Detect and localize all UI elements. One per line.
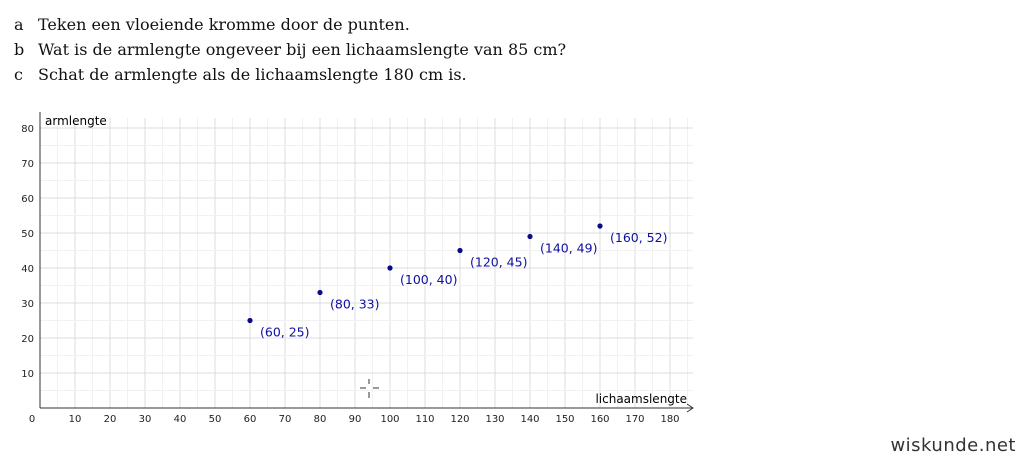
x-tick-label: 70 <box>279 414 292 425</box>
y-tick-label: 80 <box>21 124 34 135</box>
question-c: c Schat de armlengte als de lichaamslengt… <box>14 64 566 89</box>
data-point <box>317 289 323 296</box>
data-point <box>457 247 463 254</box>
x-tick-label: 40 <box>174 414 187 425</box>
y-tick-label: 50 <box>21 229 34 240</box>
question-b: b Wat is de armlengte ongeveer bij een li… <box>14 39 566 64</box>
data-point-label: (160, 52) <box>610 230 667 245</box>
x-tick-label: 160 <box>590 414 609 425</box>
y-tick-label: 70 <box>21 159 34 170</box>
x-tick-label: 20 <box>104 414 117 425</box>
y-tick-label: 30 <box>21 299 34 310</box>
tick-labels: 0 10 20 30 40 50 60 70 80 90 100 110 120 130 140 150 160… <box>21 124 679 425</box>
y-tick-label: 20 <box>21 334 34 345</box>
data-point <box>387 265 393 271</box>
data-point-label: (140, 49) <box>540 241 597 256</box>
x-tick-label: 0 <box>29 414 35 425</box>
data-point <box>527 233 533 240</box>
question-list: a Teken een vloeiende kromme door de punt… <box>14 14 566 89</box>
x-tick-label: 90 <box>349 414 362 425</box>
y-tick-label: 60 <box>21 194 34 205</box>
data-point-label: (100, 40) <box>400 272 457 287</box>
data-point-label: (60, 25) <box>260 325 310 340</box>
data-points: (60, 25) (80, 33) (100, 40) (120, 45) (140, … <box>247 223 667 340</box>
x-tick-label: 110 <box>415 414 434 425</box>
axes <box>39 112 694 413</box>
y-axis-title: armlengte <box>45 114 107 128</box>
x-tick-label: 150 <box>555 414 574 425</box>
x-axis-title: lichaamslengte <box>595 392 687 406</box>
question-letter: b <box>14 40 25 59</box>
x-tick-label: 10 <box>69 414 82 425</box>
grid <box>40 118 693 408</box>
x-tick-label: 140 <box>520 414 539 425</box>
x-tick-label: 170 <box>625 414 644 425</box>
question-text: Teken een vloeiende kromme door de punte… <box>38 15 410 34</box>
question-a: a Teken een vloeiende kromme door de punt… <box>14 14 566 39</box>
question-letter: a <box>14 15 24 34</box>
x-tick-label: 120 <box>450 414 469 425</box>
x-tick-label: 60 <box>244 414 257 425</box>
y-tick-label: 40 <box>21 264 34 275</box>
watermark: wiskunde.net <box>890 435 1016 456</box>
cursor-crosshair-icon <box>360 379 379 398</box>
scatter-chart: 0 10 20 30 40 50 60 70 80 90 100 110 120 130 140 150 160… <box>21 112 694 425</box>
x-axis-arrow-icon <box>686 403 694 413</box>
question-text: Schat de armlengte als de lichaamslengte… <box>38 65 467 84</box>
data-point-label: (80, 33) <box>330 297 380 312</box>
y-tick-label: 10 <box>21 369 34 380</box>
x-tick-label: 30 <box>139 414 152 425</box>
question-letter: c <box>14 65 23 84</box>
x-tick-label: 100 <box>380 414 399 425</box>
x-tick-label: 180 <box>660 414 679 425</box>
x-tick-label: 130 <box>485 414 504 425</box>
data-point-label: (120, 45) <box>470 255 527 270</box>
data-point <box>247 317 253 324</box>
x-tick-label: 50 <box>209 414 222 425</box>
question-text: Wat is de armlengte ongeveer bij een lic… <box>38 40 567 59</box>
x-tick-label: 80 <box>314 414 327 425</box>
data-point <box>597 223 603 229</box>
